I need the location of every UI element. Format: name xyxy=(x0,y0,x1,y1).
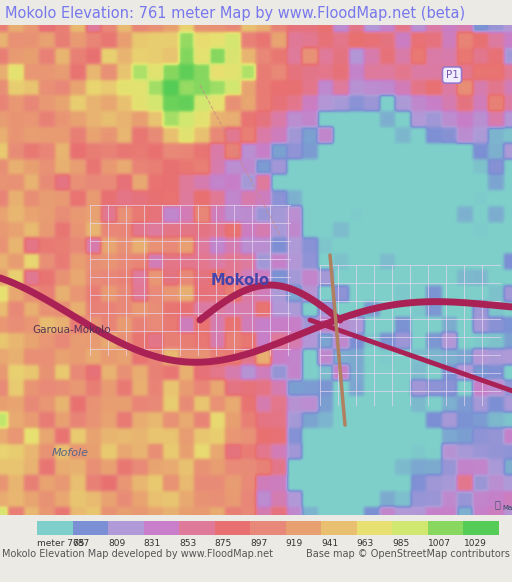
Text: Garoua-Mokolo: Garoua-Mokolo xyxy=(32,325,111,335)
Text: P1: P1 xyxy=(445,70,458,80)
Text: meter 765: meter 765 xyxy=(37,538,84,548)
Text: Mokolo Elevation: 761 meter Map by www.FloodMap.net (beta): Mokolo Elevation: 761 meter Map by www.F… xyxy=(5,6,465,22)
Text: Mofole: Mofole xyxy=(52,448,89,458)
Text: 941: 941 xyxy=(322,538,338,548)
Text: Mokolo: Mokolo xyxy=(210,272,269,288)
Bar xyxy=(322,521,357,535)
Bar xyxy=(357,521,392,535)
Text: 985: 985 xyxy=(392,538,410,548)
Bar xyxy=(179,521,215,535)
Text: 1029: 1029 xyxy=(463,538,486,548)
Text: 787: 787 xyxy=(73,538,90,548)
Text: 919: 919 xyxy=(286,538,303,548)
Text: 🔍: 🔍 xyxy=(494,499,500,509)
Bar xyxy=(215,521,250,535)
Bar xyxy=(392,521,428,535)
Bar xyxy=(143,521,179,535)
Bar xyxy=(463,521,499,535)
Text: Map: Map xyxy=(502,505,512,511)
Text: Base map © OpenStreetMap contributors: Base map © OpenStreetMap contributors xyxy=(306,549,510,559)
Text: 831: 831 xyxy=(143,538,161,548)
Bar xyxy=(250,521,286,535)
Text: 875: 875 xyxy=(215,538,232,548)
Text: Mokolo Elevation Map developed by www.FloodMap.net: Mokolo Elevation Map developed by www.Fl… xyxy=(2,549,273,559)
Text: 853: 853 xyxy=(179,538,197,548)
Text: 809: 809 xyxy=(108,538,125,548)
Bar xyxy=(73,521,108,535)
Text: 897: 897 xyxy=(250,538,267,548)
Bar xyxy=(428,521,463,535)
Text: 1007: 1007 xyxy=(428,538,451,548)
Bar xyxy=(286,521,322,535)
Bar xyxy=(37,521,73,535)
Text: 963: 963 xyxy=(357,538,374,548)
Bar xyxy=(108,521,143,535)
